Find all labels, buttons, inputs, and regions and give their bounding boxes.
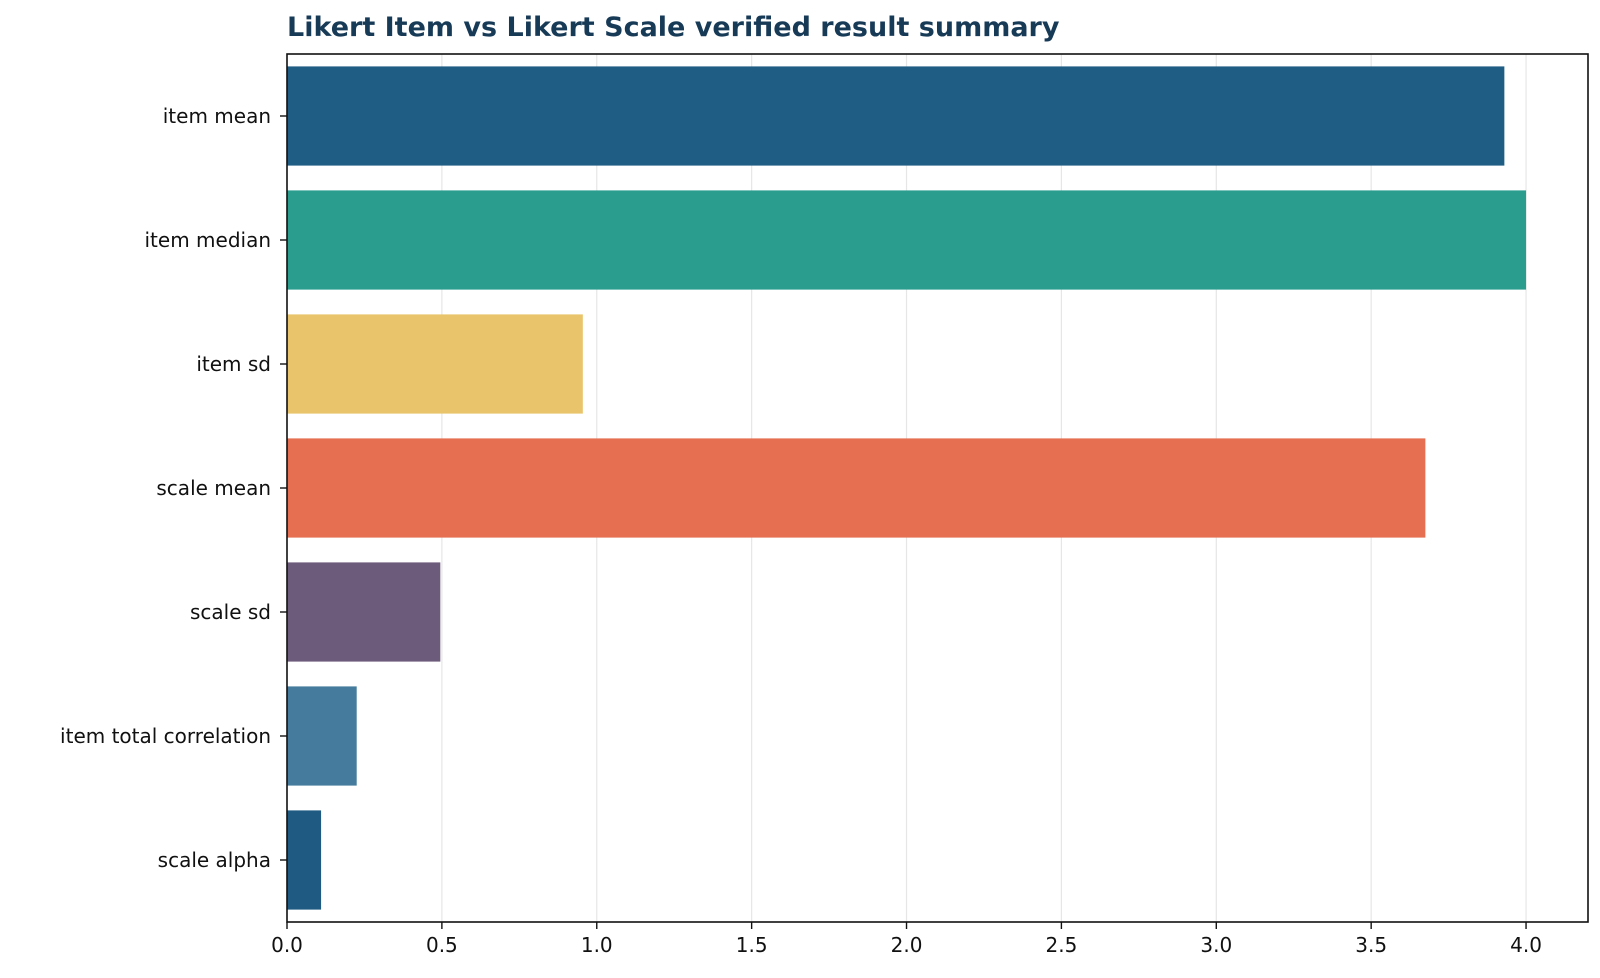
x-tick-label: 0.5 — [426, 933, 458, 957]
x-tick-label: 3.0 — [1200, 933, 1232, 957]
x-tick-label: 1.0 — [581, 933, 613, 957]
bar-scale-alpha — [287, 810, 322, 910]
y-tick-label: scale mean — [156, 476, 271, 500]
y-tick-label: item total correlation — [60, 724, 271, 748]
x-tick-label: 4.0 — [1510, 933, 1542, 957]
x-tick-label: 1.5 — [736, 933, 768, 957]
y-axis-ticks: item mean item median item sd scale mean sca… — [60, 104, 287, 872]
y-tick-label: item mean — [163, 104, 271, 128]
y-tick-label: item median — [144, 228, 271, 252]
bars — [287, 66, 1527, 910]
bar-item-sd — [287, 314, 583, 414]
y-tick-label: item sd — [196, 352, 271, 376]
bar-item-total-correlation — [287, 686, 357, 786]
bar-scale-mean — [287, 438, 1426, 538]
x-axis-ticks: 0.0 0.5 1.0 1.5 2.0 2.5 3.0 3.5 4.0 — [271, 922, 1542, 957]
x-tick-label: 3.5 — [1355, 933, 1387, 957]
chart-title: Likert Item vs Likert Scale verified res… — [287, 12, 1060, 43]
bar-item-mean — [287, 66, 1505, 166]
bar-scale-sd — [287, 562, 441, 662]
x-tick-label: 2.0 — [891, 933, 923, 957]
y-tick-label: scale sd — [190, 600, 271, 624]
y-tick-label: scale alpha — [158, 848, 271, 872]
x-tick-label: 0.0 — [271, 933, 303, 957]
bar-item-median — [287, 190, 1527, 290]
x-tick-label: 2.5 — [1045, 933, 1077, 957]
